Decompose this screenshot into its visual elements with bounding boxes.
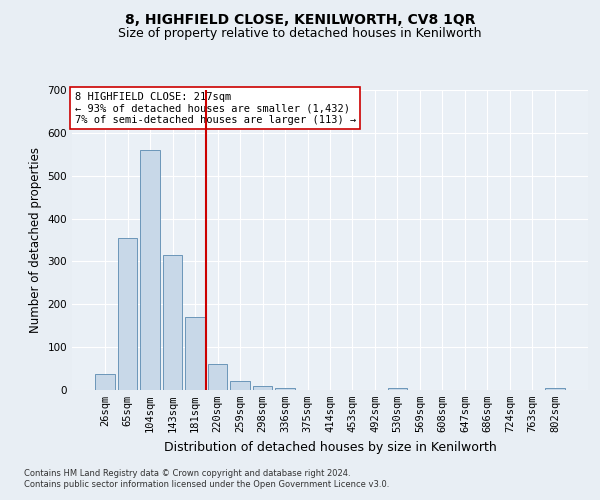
Bar — [253, 386, 272, 390]
Bar — [163, 255, 182, 390]
Bar — [275, 388, 295, 390]
Bar — [545, 388, 565, 390]
X-axis label: Distribution of detached houses by size in Kenilworth: Distribution of detached houses by size … — [164, 440, 496, 454]
Text: 8, HIGHFIELD CLOSE, KENILWORTH, CV8 1QR: 8, HIGHFIELD CLOSE, KENILWORTH, CV8 1QR — [125, 12, 475, 26]
Text: Contains public sector information licensed under the Open Government Licence v3: Contains public sector information licen… — [24, 480, 389, 489]
Bar — [185, 317, 205, 390]
Bar — [140, 150, 160, 390]
Text: Size of property relative to detached houses in Kenilworth: Size of property relative to detached ho… — [118, 28, 482, 40]
Bar — [230, 380, 250, 390]
Bar — [388, 388, 407, 390]
Bar — [95, 374, 115, 390]
Text: Contains HM Land Registry data © Crown copyright and database right 2024.: Contains HM Land Registry data © Crown c… — [24, 468, 350, 477]
Bar — [208, 364, 227, 390]
Bar — [118, 238, 137, 390]
Text: 8 HIGHFIELD CLOSE: 217sqm
← 93% of detached houses are smaller (1,432)
7% of sem: 8 HIGHFIELD CLOSE: 217sqm ← 93% of detac… — [74, 92, 356, 124]
Y-axis label: Number of detached properties: Number of detached properties — [29, 147, 42, 333]
